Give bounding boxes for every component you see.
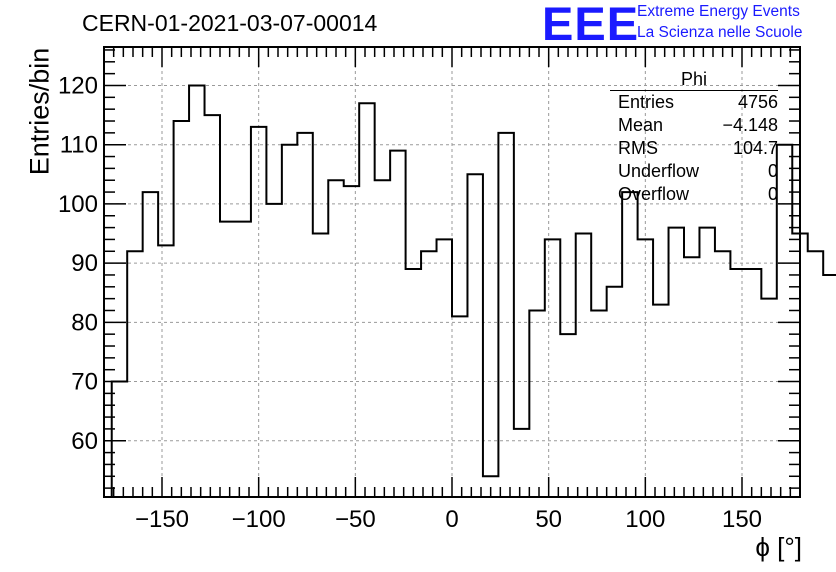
- y-axis-label: Entries/bin: [24, 47, 55, 176]
- x-tick-label: −50: [335, 506, 376, 533]
- stats-label: Mean: [618, 115, 664, 135]
- eee-logo: EEE: [542, 0, 640, 50]
- stats-row-entries: Entries 4756: [610, 91, 778, 114]
- logo-line-1: Extreme Energy Events: [637, 3, 800, 20]
- x-tick-label: 0: [445, 506, 458, 533]
- plot-frame: [103, 46, 801, 498]
- x-tick-label: 50: [535, 506, 562, 533]
- x-tick-label: 100: [625, 506, 665, 533]
- stats-value: 0: [767, 184, 778, 204]
- logo-line-2: La Scienza nelle Scuole: [637, 24, 803, 41]
- x-tick-label: −150: [135, 506, 189, 533]
- axis-ticks: [104, 47, 800, 497]
- y-tick-labels: 60 70 80 90 100 110 120: [58, 72, 98, 454]
- stats-box: Phi Entries 4756 Mean −4.148 RMS 104.7 Unde…: [610, 68, 778, 206]
- stats-label: Overflow: [618, 184, 690, 204]
- y-tick-label: 120: [58, 72, 98, 99]
- y-tick-label: 70: [71, 369, 98, 396]
- y-tick-label: 80: [71, 309, 98, 336]
- stats-label: Underflow: [618, 161, 700, 181]
- stats-value: 104.7: [732, 138, 778, 158]
- stats-row-overflow: Overflow 0: [610, 183, 778, 206]
- stats-label: RMS: [618, 138, 658, 158]
- stats-value: −4.148: [722, 115, 778, 135]
- y-tick-label: 100: [58, 191, 98, 218]
- stats-name: Phi: [610, 68, 778, 91]
- chart-title: CERN-01-2021-03-07-00014: [82, 10, 378, 36]
- stats-row-underflow: Underflow 0: [610, 160, 778, 183]
- y-tick-label: 110: [60, 132, 98, 159]
- stats-label: Entries: [618, 92, 675, 112]
- stats-row-rms: RMS 104.7: [610, 137, 778, 160]
- y-tick-label: 60: [71, 428, 98, 455]
- x-tick-label: 150: [722, 506, 762, 533]
- x-axis-label: ϕ [°]: [755, 532, 802, 562]
- x-tick-label: −100: [232, 506, 286, 533]
- histogram-line: [110, 84, 836, 497]
- y-tick-label: 90: [71, 250, 98, 277]
- stats-value: 4756: [737, 92, 778, 112]
- stats-row-mean: Mean −4.148: [610, 114, 778, 137]
- stats-value: 0: [767, 161, 778, 181]
- x-tick-labels: −150 −100 −50 0 50 100 150: [135, 506, 762, 533]
